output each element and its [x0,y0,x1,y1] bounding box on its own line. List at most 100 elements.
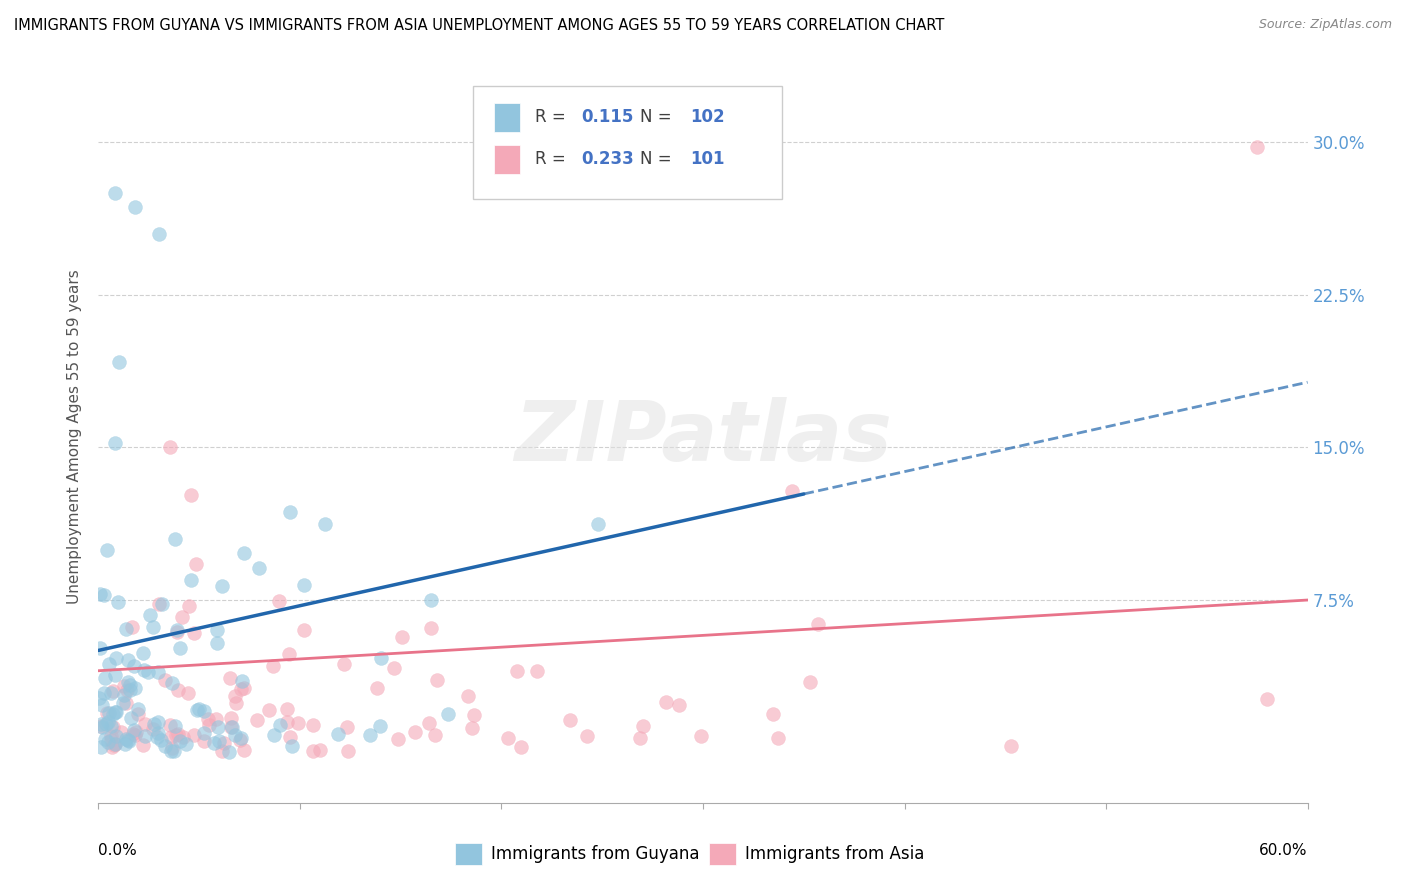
Point [463,707,485,722]
Point [132,646,155,660]
Text: N =: N = [640,109,678,127]
Point [111,696,134,710]
Point [146,665,169,679]
Point [132,738,155,752]
Point [461,722,484,736]
Point [100,729,122,743]
Point [124,728,146,742]
Bar [709,843,735,865]
Point [333,657,356,671]
Point [232,546,254,560]
Point [262,659,284,673]
Point [326,727,349,741]
Point [134,717,156,731]
Point [163,719,186,733]
Point [163,744,186,758]
Point [165,728,187,742]
Point [91,721,114,735]
Point [180,573,202,587]
Point [302,744,325,758]
Point [506,664,529,678]
Point [359,729,381,743]
Point [263,728,285,742]
Point [246,713,269,727]
Point [221,720,243,734]
Point [89,587,111,601]
Point [121,620,143,634]
Point [150,732,173,747]
Point [153,673,176,688]
Y-axis label: Unemployment Among Ages 55 to 59 years: Unemployment Among Ages 55 to 59 years [67,269,83,605]
Point [145,730,167,744]
Point [107,594,129,608]
Point [224,690,246,704]
Point [139,608,162,623]
Point [103,186,125,201]
Point [115,622,138,636]
Point [188,702,211,716]
Point [112,688,135,702]
Point [1246,139,1268,153]
Point [336,720,359,734]
Point [110,725,132,739]
Point [423,728,446,742]
Point [218,745,240,759]
Point [267,593,290,607]
Point [115,696,138,710]
Text: Immigrants from Guyana: Immigrants from Guyana [492,845,700,863]
Point [105,706,128,720]
Point [120,683,142,698]
Point [183,625,205,640]
Point [105,651,128,665]
Point [103,436,125,450]
Point [231,673,253,688]
Point [122,723,145,737]
Point [689,729,711,743]
Point [314,516,336,531]
Point [100,719,122,733]
Point [146,714,169,729]
Point [112,679,135,693]
Point [127,702,149,716]
Point [668,698,690,712]
Point [184,557,207,571]
Point [419,621,441,635]
Point [115,731,138,746]
Text: Source: ZipAtlas.com: Source: ZipAtlas.com [1258,18,1392,31]
Point [124,681,146,696]
Point [101,684,124,698]
Point [103,706,125,721]
Point [207,720,229,734]
Point [257,702,280,716]
Point [418,715,440,730]
Bar [456,843,482,865]
Point [782,484,804,499]
Point [180,488,202,502]
Point [89,641,111,656]
Point [96,706,118,720]
Point [120,711,142,725]
Point [276,701,298,715]
Point [366,681,388,695]
Point [160,740,183,755]
Point [124,201,146,215]
Point [219,711,242,725]
Point [219,671,242,685]
Point [94,717,117,731]
Point [142,722,165,736]
Point [436,706,458,721]
Point [205,712,228,726]
Point [183,728,205,742]
Point [142,619,165,633]
Text: 102: 102 [690,109,724,127]
Point [807,617,830,632]
Point [269,718,291,732]
Point [148,227,170,241]
Point [309,742,332,756]
Point [172,730,194,744]
Point [799,674,821,689]
Point [186,703,208,717]
Bar [494,103,520,132]
Point [766,731,789,746]
Point [159,440,181,454]
